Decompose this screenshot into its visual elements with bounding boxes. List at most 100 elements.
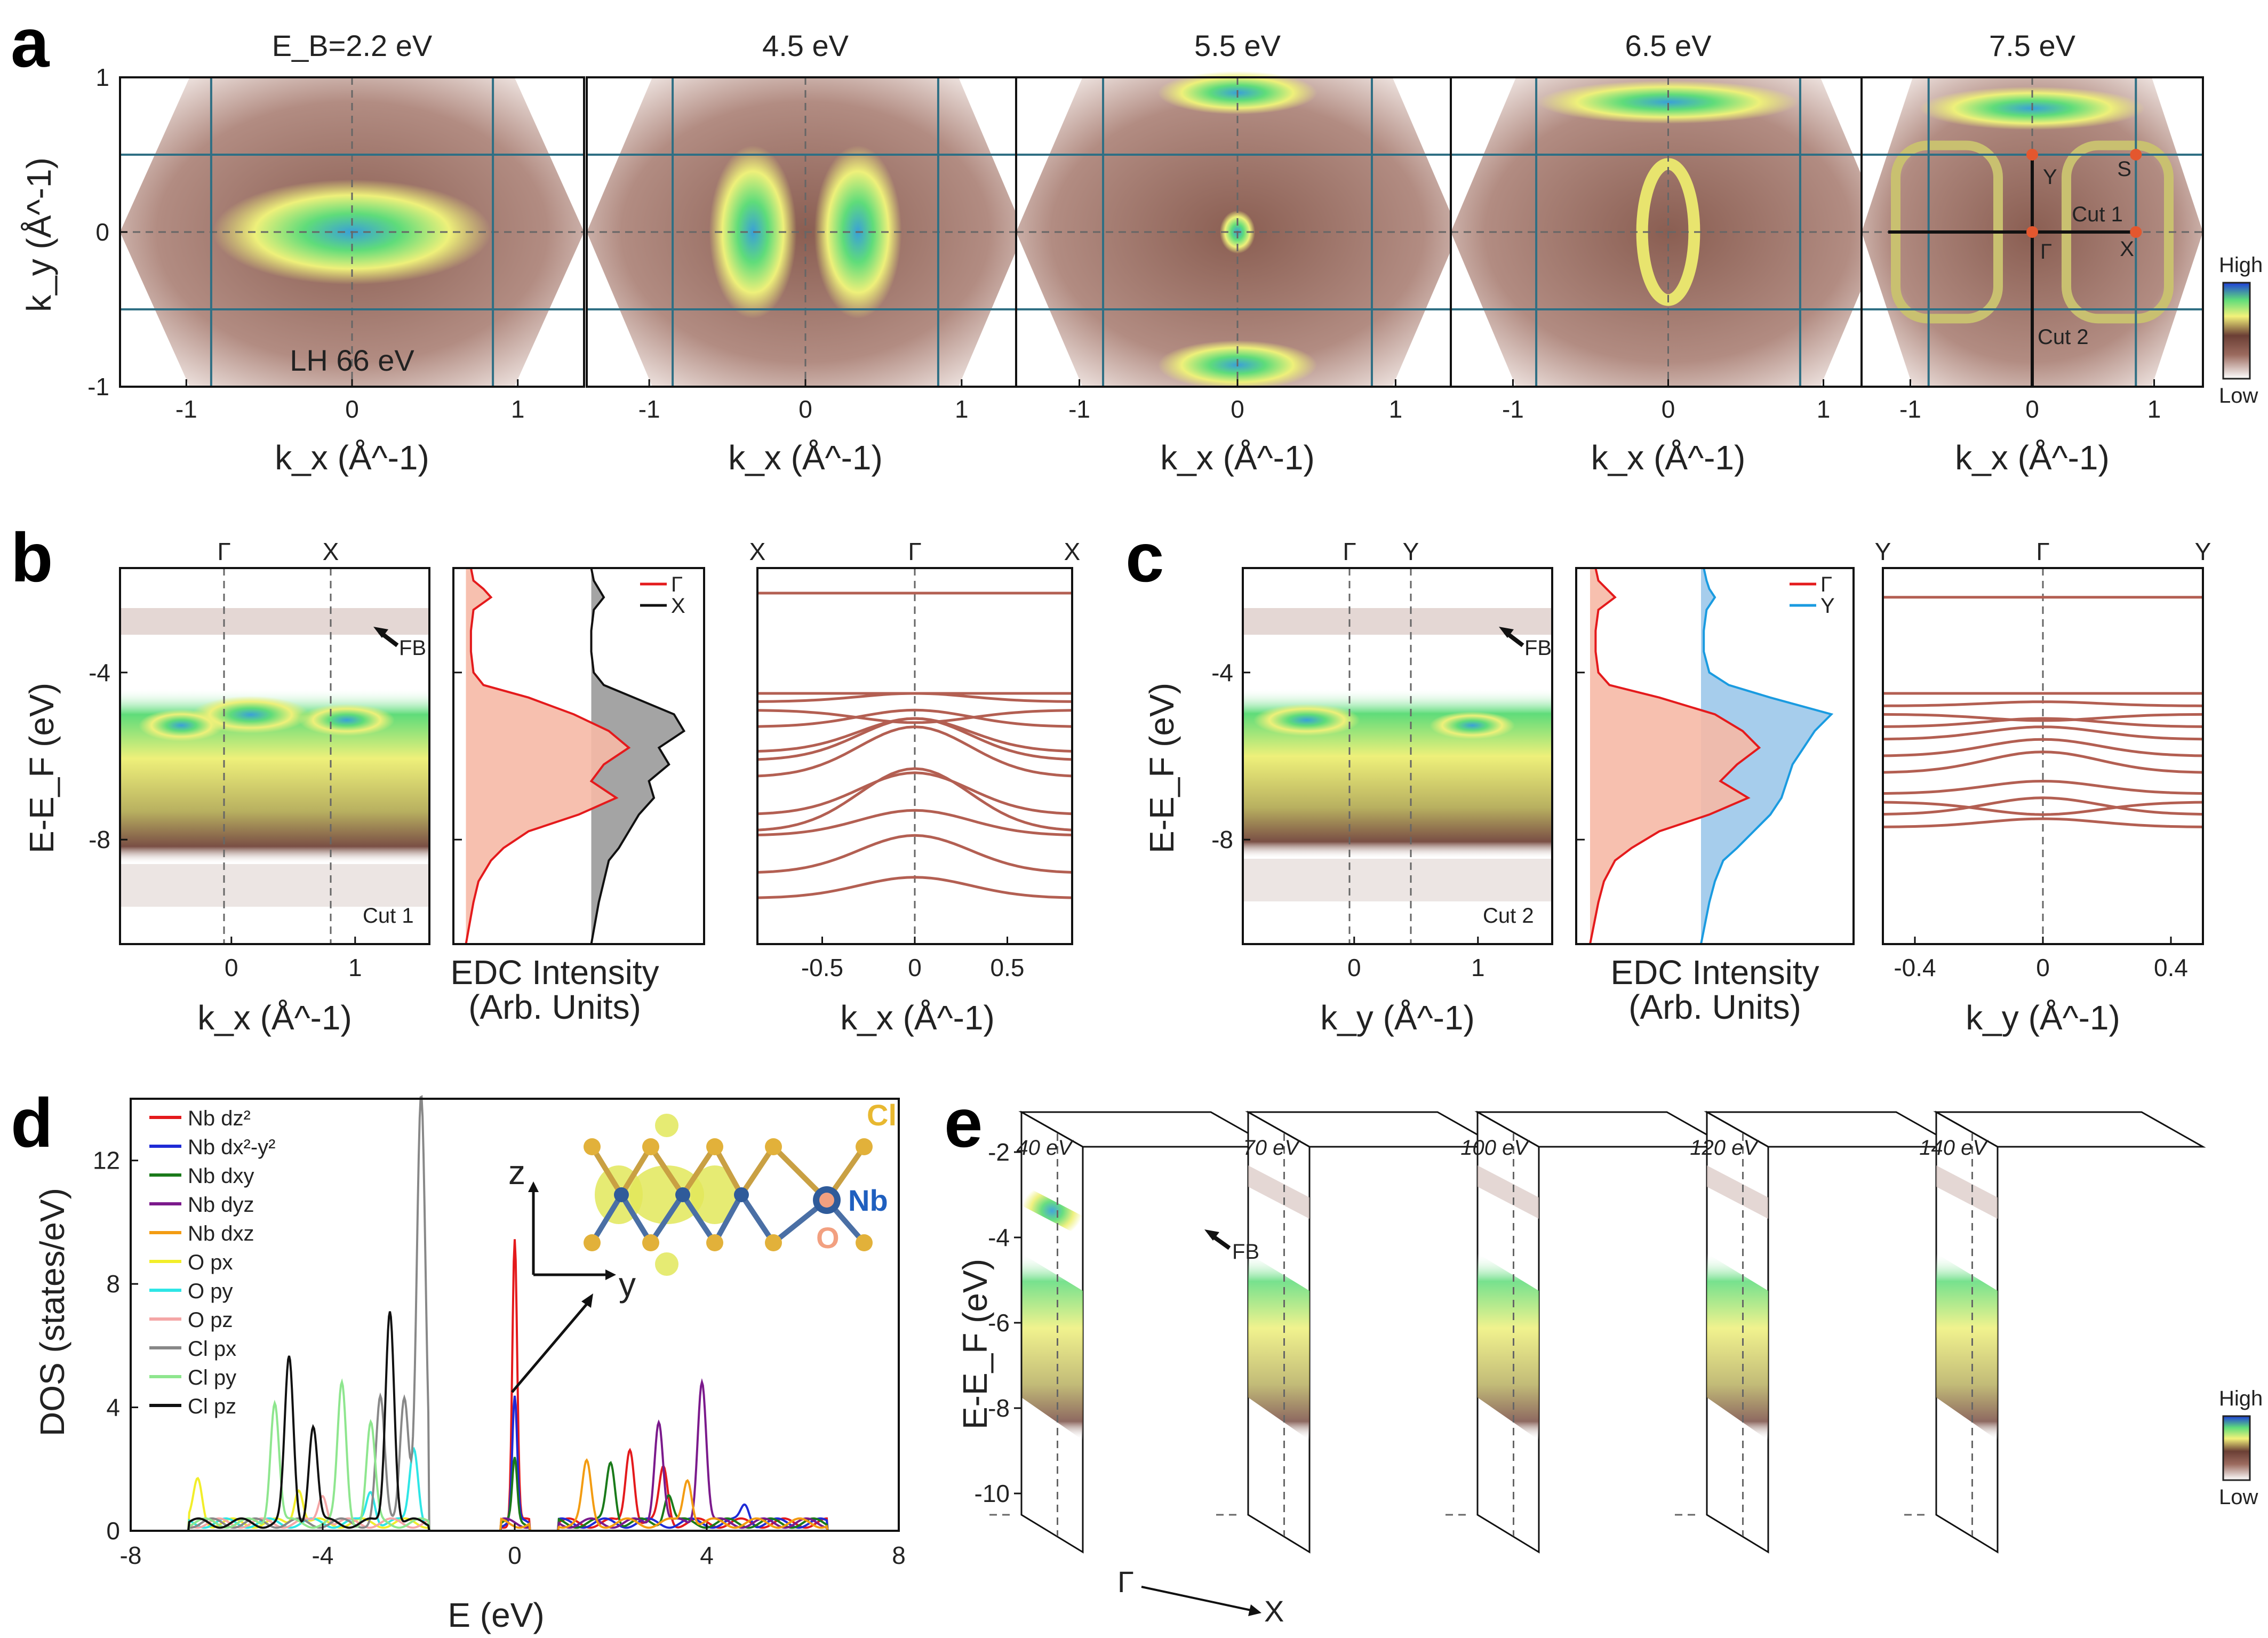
bz-point — [2130, 149, 2142, 161]
legend-label: O pz — [188, 1308, 233, 1332]
x-tick-label: 1 — [1471, 954, 1485, 981]
panel-e-fb-arrow — [1204, 1229, 1231, 1250]
bz-label-gamma: Γ — [2040, 240, 2052, 263]
edc-legend-label: Γ — [671, 573, 683, 596]
band-6 — [757, 717, 1073, 761]
map-title: E_B=2.2 eV — [272, 29, 433, 62]
band-3 — [757, 709, 1073, 724]
x-tick-label: -1 — [175, 395, 197, 423]
panel-b-edc-xlabel-2: (Arb. Units) — [468, 988, 641, 1026]
band-4 — [757, 708, 1073, 728]
slab-fb — [1707, 1165, 1768, 1219]
map-title: 6.5 eV — [1625, 29, 1712, 62]
slab-1: 40 eV — [989, 1110, 1275, 1554]
y-tick-label: -1 — [87, 373, 109, 401]
band-5 — [1882, 725, 2203, 741]
slab-bands — [1021, 1253, 1083, 1440]
band-6 — [1882, 738, 2203, 757]
edc-fill-Γ — [466, 568, 629, 944]
panel-b-fb-arrow — [373, 627, 399, 648]
panel-b-ylabel: E-E_F (eV) — [22, 683, 61, 853]
x-tick-label: 8 — [892, 1541, 906, 1569]
panel-b-map-ticks: 0 1 -4 -8 — [89, 659, 362, 981]
slab-bands — [1936, 1253, 1998, 1440]
y-tick-label: 4 — [106, 1394, 120, 1421]
band-10 — [1882, 796, 2203, 816]
panel-d-inset-z: z — [508, 1153, 525, 1192]
panel-label-a: a — [11, 4, 50, 82]
panel-c-ylabel: E-E_F (eV) — [1143, 683, 1181, 853]
y-tick-label: 0 — [95, 218, 109, 246]
legend-label: O px — [188, 1251, 233, 1274]
map-2: -1 0 1 4.5 eV k_x (Å^-1) — [586, 29, 1025, 477]
bz-label-y: Y — [2043, 165, 2057, 189]
panel-d-inset-y: y — [619, 1265, 636, 1304]
bz-point — [2130, 226, 2142, 238]
x-tick-label: 1 — [2147, 395, 2161, 423]
slab-fb — [1478, 1165, 1539, 1219]
bz-point — [2026, 149, 2038, 161]
slab-fb — [1021, 1184, 1083, 1237]
band-2 — [1882, 700, 2203, 707]
slab-bands — [1478, 1253, 1539, 1440]
band-7 — [757, 725, 1073, 778]
calc-top-right: Y — [2195, 538, 2211, 565]
panel-a-colorbar-low: Low — [2219, 384, 2258, 407]
x-tick-label: -4 — [312, 1541, 334, 1569]
slab-top — [1933, 1111, 2206, 1148]
map-xlabel: k_x (Å^-1) — [1955, 438, 2110, 477]
edc-line-Y — [1700, 568, 1834, 945]
map-title: 7.5 eV — [1989, 29, 2076, 62]
edc-frame — [452, 567, 705, 945]
map-feature — [1538, 80, 1799, 124]
x-tick-label: -0.5 — [801, 954, 843, 981]
panel-c-calc-xlabel: k_y (Å^-1) — [1966, 998, 2120, 1037]
panel-b-map-xlabel: k_x (Å^-1) — [197, 998, 352, 1037]
panel-c-cut: Cut 2 — [1483, 904, 1534, 928]
panel-e-ylabel: E-E_F (eV) — [956, 1259, 994, 1429]
panel-c-edc-xlabel-2: (Arb. Units) — [1628, 988, 1801, 1026]
photon-annotation: LH 66 eV — [290, 343, 414, 377]
y-tick-label: -8 — [988, 1394, 1010, 1422]
edc-fill-Γ — [1590, 568, 1760, 944]
y-tick-label: 12 — [93, 1147, 120, 1174]
x-tick-label: 0 — [508, 1541, 522, 1569]
panel-label-b: b — [11, 518, 53, 596]
edc-legend-label: X — [671, 594, 685, 618]
panel-d-inset-nb: Nb — [848, 1184, 888, 1217]
y-tick-label: -8 — [1211, 826, 1233, 853]
map-xlabel: k_x (Å^-1) — [1591, 438, 1746, 477]
panel-c-fb-arrow — [1499, 627, 1524, 648]
map-title: 5.5 eV — [1194, 29, 1281, 62]
y-tick-label: -2 — [988, 1138, 1010, 1166]
slab-energy: 120 eV — [1690, 1136, 1759, 1160]
slab-5: 140 eV — [1904, 1110, 2206, 1554]
panel-c-edc-xlabel-1: EDC Intensity — [1610, 953, 1819, 992]
legend-label: Nb dz² — [188, 1107, 251, 1130]
band-10 — [757, 809, 1073, 836]
legend-label: Cl py — [188, 1366, 236, 1389]
x-tick-label: -1 — [638, 395, 660, 423]
map-feature — [709, 145, 797, 319]
panel-e-colorbar-low: Low — [2219, 1485, 2258, 1509]
x-tick-label: 0 — [908, 954, 922, 981]
x-tick-label: -0.4 — [1894, 954, 1936, 981]
map-title: 4.5 eV — [762, 29, 849, 62]
panel-b-gamma-label: Γ — [217, 538, 230, 565]
panel-d-xlabel: E (eV) — [448, 1596, 544, 1634]
slab-4: 120 eV — [1675, 1110, 1961, 1554]
edc-fill-X — [591, 568, 684, 944]
slab-bands — [1248, 1253, 1309, 1440]
slab-3: 100 eV — [1446, 1110, 1731, 1554]
band-12 — [757, 876, 1073, 899]
legend-label: Nb dx²-y² — [188, 1136, 275, 1159]
y-tick-label: 0 — [106, 1517, 120, 1545]
x-tick-label: 0 — [345, 395, 359, 423]
x-tick-label: -1 — [1502, 395, 1524, 423]
panel-b-x-label: X — [323, 538, 339, 565]
calc-top-left: X — [749, 538, 766, 565]
x-tick-label: 0 — [1662, 395, 1675, 423]
panel-e-path-to: X — [1264, 1594, 1284, 1628]
slab-2: 70 eV — [1216, 1110, 1502, 1554]
